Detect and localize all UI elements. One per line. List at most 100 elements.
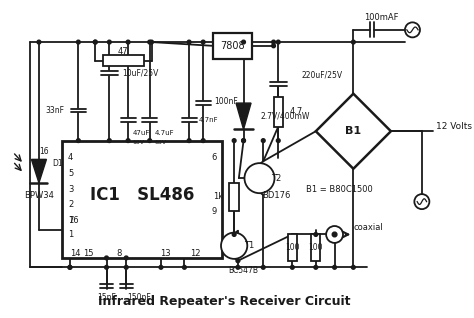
Circle shape [182,266,186,269]
Circle shape [245,163,274,193]
Text: 100nF: 100nF [214,97,238,106]
Circle shape [232,232,236,236]
Circle shape [276,40,280,44]
Bar [288,234,297,261]
Text: 100mAF: 100mAF [364,13,398,22]
Text: 4.7nF: 4.7nF [199,117,218,123]
Polygon shape [236,103,251,129]
Text: 2.7V/400mW: 2.7V/400mW [260,112,310,121]
Circle shape [236,266,240,269]
Text: 14: 14 [70,249,81,258]
Text: 7808: 7808 [220,41,245,51]
Text: 100: 100 [285,243,300,252]
Text: 6: 6 [211,153,216,162]
Text: B1 = B80C1500: B1 = B80C1500 [306,185,373,194]
Text: 47: 47 [118,47,129,56]
Text: 1: 1 [68,230,73,239]
Circle shape [272,40,275,44]
Bar [212,33,252,59]
Circle shape [148,139,152,142]
Circle shape [352,266,355,269]
Text: BC547B: BC547B [228,266,258,275]
Circle shape [93,40,97,44]
Text: coaxial: coaxial [354,224,383,232]
Text: 15nF: 15nF [97,293,116,302]
Circle shape [291,266,294,269]
Text: BPW34: BPW34 [24,191,54,200]
Text: 5: 5 [68,169,73,178]
Circle shape [76,40,80,44]
Text: IC1   SL486: IC1 SL486 [90,186,194,204]
Text: 16: 16 [68,216,79,225]
Text: 100: 100 [309,243,323,252]
Circle shape [126,40,130,44]
Circle shape [276,139,280,142]
Circle shape [108,40,111,44]
Text: Infrared Repeater's Receiver Circuit: Infrared Repeater's Receiver Circuit [98,294,350,308]
Text: 12 Volts: 12 Volts [436,122,472,131]
Text: B1: B1 [345,126,361,136]
Text: 47uF: 47uF [133,130,150,136]
Text: 9: 9 [211,206,216,216]
Text: 4.7uF: 4.7uF [155,130,174,136]
Circle shape [221,232,247,259]
Circle shape [105,266,109,269]
Circle shape [124,266,128,269]
Circle shape [37,40,41,44]
Circle shape [272,44,275,48]
Circle shape [201,40,205,44]
Text: 63V: 63V [155,140,166,145]
Circle shape [126,139,130,142]
Circle shape [93,40,97,44]
Circle shape [148,40,152,44]
Text: 13: 13 [160,249,171,258]
Circle shape [242,139,246,142]
Text: 3: 3 [68,185,73,194]
Text: BD176: BD176 [262,190,291,200]
Circle shape [232,139,236,142]
Text: 16: 16 [39,147,48,156]
Text: 150nF: 150nF [128,293,151,302]
Text: T2: T2 [271,174,282,183]
Circle shape [314,232,318,236]
Polygon shape [31,159,46,183]
Text: 10uF/25V: 10uF/25V [122,69,159,78]
Circle shape [68,266,72,269]
Circle shape [124,256,128,260]
Circle shape [332,232,337,237]
Circle shape [326,226,343,243]
Text: 12: 12 [191,249,201,258]
Circle shape [261,266,265,269]
Text: 8: 8 [116,249,121,258]
Text: T1: T1 [244,241,254,250]
Circle shape [105,256,109,260]
Bar [63,141,222,258]
Circle shape [187,139,191,142]
Circle shape [150,40,154,44]
Circle shape [159,266,163,269]
Text: 1k: 1k [213,192,223,201]
Circle shape [76,139,80,142]
Circle shape [242,139,246,142]
Circle shape [261,139,265,142]
Bar [103,55,144,66]
Circle shape [201,139,205,142]
Bar [273,96,283,127]
Polygon shape [316,94,391,169]
Text: 15: 15 [83,249,94,258]
Text: 4: 4 [68,153,73,162]
Text: 220uF/25V: 220uF/25V [302,70,343,80]
Bar [229,183,239,211]
Circle shape [236,259,240,263]
Text: 2: 2 [68,200,73,209]
Circle shape [187,40,191,44]
Circle shape [352,40,355,44]
Circle shape [405,22,420,38]
Circle shape [68,266,72,269]
Circle shape [242,40,246,44]
Text: 33nF: 33nF [46,106,64,115]
Text: 10V: 10V [133,140,145,145]
Text: 4.7: 4.7 [290,107,303,116]
Circle shape [108,139,111,142]
Circle shape [333,266,337,269]
